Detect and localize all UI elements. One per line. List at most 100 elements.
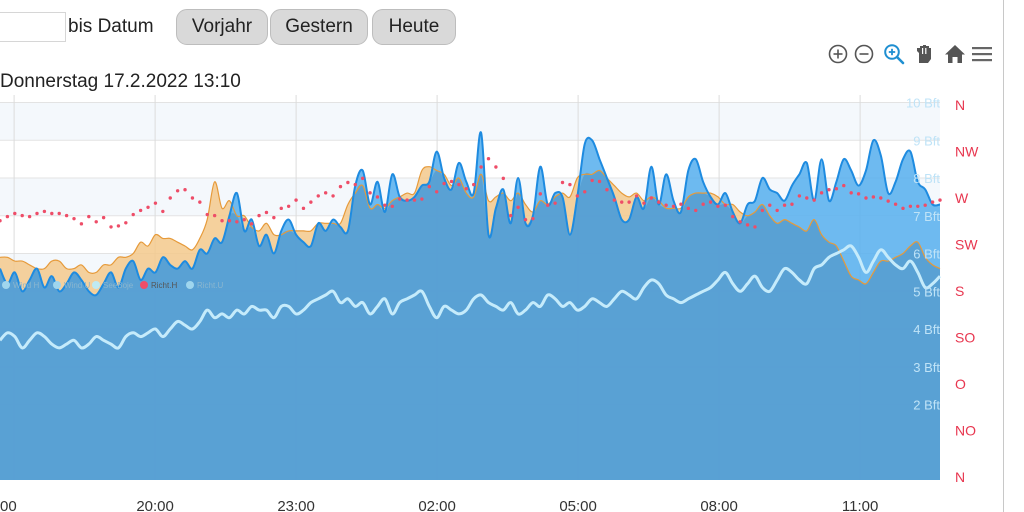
richt-h-point bbox=[753, 225, 757, 229]
richt-h-point bbox=[575, 194, 580, 198]
richt-h-point bbox=[79, 222, 84, 226]
richt-h-point bbox=[879, 196, 883, 200]
legend-label: Wind H bbox=[13, 281, 39, 290]
richt-h-point bbox=[131, 212, 135, 217]
richt-h-point bbox=[849, 191, 853, 195]
richt-h-point bbox=[938, 198, 942, 202]
x-tick-label: 23:00 bbox=[277, 498, 315, 512]
richt-h-point bbox=[627, 200, 631, 204]
y-tick-label: 9 Bft bbox=[913, 133, 940, 148]
richt-h-point bbox=[13, 211, 17, 216]
richt-h-point bbox=[664, 203, 668, 207]
richt-h-point bbox=[716, 204, 720, 208]
chart-legend: Wind H Wind U SeeBoje Richt.H Richt.U bbox=[2, 281, 223, 290]
home-icon[interactable] bbox=[943, 42, 967, 66]
legend-symbol bbox=[53, 281, 61, 289]
legend-label: Wind U bbox=[64, 281, 90, 290]
richt-h-point bbox=[590, 178, 594, 183]
richt-h-point bbox=[20, 213, 24, 218]
y-axis-left: 10 Bft 9 Bft 8 Bft 7 Bft 6 Bft 5 Bft 4 Bft 3 Bf… bbox=[906, 96, 940, 413]
direction-tick-label: S bbox=[955, 283, 964, 299]
richt-h-point bbox=[101, 215, 106, 220]
richt-h-point bbox=[701, 202, 705, 206]
richt-h-point bbox=[738, 220, 742, 224]
richt-h-point bbox=[583, 190, 587, 194]
richt-h-point bbox=[309, 200, 313, 204]
x-tick-label: 05:00 bbox=[559, 498, 597, 512]
richt-h-point bbox=[249, 222, 254, 226]
richt-h-point bbox=[708, 200, 713, 204]
richt-h-point bbox=[301, 206, 306, 211]
y-tick-label: 10 Bft bbox=[906, 96, 940, 111]
richt-h-point bbox=[212, 213, 217, 218]
overlap-area bbox=[0, 170, 940, 480]
richt-h-point bbox=[5, 214, 10, 219]
date-to-input[interactable] bbox=[0, 12, 66, 42]
y-tick-label: 6 Bft bbox=[913, 247, 940, 262]
richt-h-point bbox=[694, 208, 698, 213]
richt-h-point bbox=[0, 219, 2, 223]
zoom-out-icon[interactable] bbox=[852, 42, 876, 66]
pan-hand-icon[interactable] bbox=[912, 42, 936, 66]
richt-h-point bbox=[457, 182, 461, 187]
richt-h-point bbox=[893, 202, 898, 206]
richt-h-point bbox=[72, 216, 76, 221]
richt-h-point bbox=[634, 194, 639, 198]
y-tick-label: 2 Bft bbox=[913, 398, 940, 413]
x-tick-label: 02:00 bbox=[418, 498, 456, 512]
vorjahr-button[interactable]: Vorjahr bbox=[176, 9, 268, 45]
richt-h-point bbox=[516, 205, 520, 209]
richt-h-point bbox=[272, 215, 276, 220]
richt-h-point bbox=[649, 196, 654, 200]
richt-h-point bbox=[50, 211, 54, 216]
richt-h-point bbox=[405, 198, 409, 202]
direction-tick-label: NO bbox=[955, 423, 976, 439]
y-tick-label: 5 Bft bbox=[913, 284, 940, 299]
richt-h-point bbox=[553, 201, 557, 205]
richt-h-point bbox=[220, 219, 224, 223]
richt-h-point bbox=[57, 211, 61, 216]
richt-h-point bbox=[146, 205, 150, 209]
richt-h-point bbox=[472, 182, 476, 187]
legend-symbol bbox=[92, 281, 100, 289]
zoom-select-icon[interactable] bbox=[882, 42, 906, 66]
direction-tick-label: O bbox=[955, 376, 966, 392]
bft-band bbox=[0, 140, 940, 179]
richt-h-point bbox=[731, 214, 735, 219]
heute-button[interactable]: Heute bbox=[372, 9, 456, 45]
richt-h-point bbox=[94, 220, 98, 224]
richt-h-point bbox=[124, 221, 128, 225]
menu-icon[interactable] bbox=[970, 42, 994, 66]
richt-h-point bbox=[338, 184, 343, 189]
richt-h-point bbox=[908, 204, 913, 208]
zoom-in-icon[interactable] bbox=[826, 42, 850, 66]
bis-datum-label: bis Datum bbox=[68, 16, 154, 37]
chart-timestamp: Donnerstag 17.2.2022 13:10 bbox=[0, 71, 241, 92]
richt-h-point bbox=[775, 208, 779, 213]
richt-h-point bbox=[235, 220, 239, 224]
richt-h-point bbox=[642, 201, 646, 205]
richt-h-point bbox=[205, 212, 209, 217]
richt-h-point bbox=[42, 209, 47, 214]
richt-h-point bbox=[768, 203, 772, 207]
panel-divider bbox=[1003, 0, 1004, 512]
richt-h-point bbox=[538, 192, 543, 196]
richt-h-point bbox=[449, 179, 454, 184]
legend-symbol bbox=[186, 281, 194, 289]
richt-h-point bbox=[560, 180, 565, 185]
richt-h-point bbox=[360, 176, 365, 181]
richt-h-point bbox=[368, 191, 372, 195]
richt-h-point bbox=[790, 202, 794, 206]
richt-h-point bbox=[568, 182, 572, 187]
richt-h-point bbox=[871, 195, 876, 199]
richt-h-point bbox=[531, 216, 535, 221]
richt-h-point bbox=[116, 224, 121, 228]
richt-h-point bbox=[819, 191, 824, 195]
gestern-button[interactable]: Gestern bbox=[270, 9, 368, 45]
richt-h-point bbox=[227, 219, 232, 223]
richt-h-point bbox=[827, 188, 831, 192]
richt-h-point bbox=[279, 206, 283, 211]
richt-h-point bbox=[479, 165, 483, 169]
richt-h-point bbox=[509, 213, 513, 218]
